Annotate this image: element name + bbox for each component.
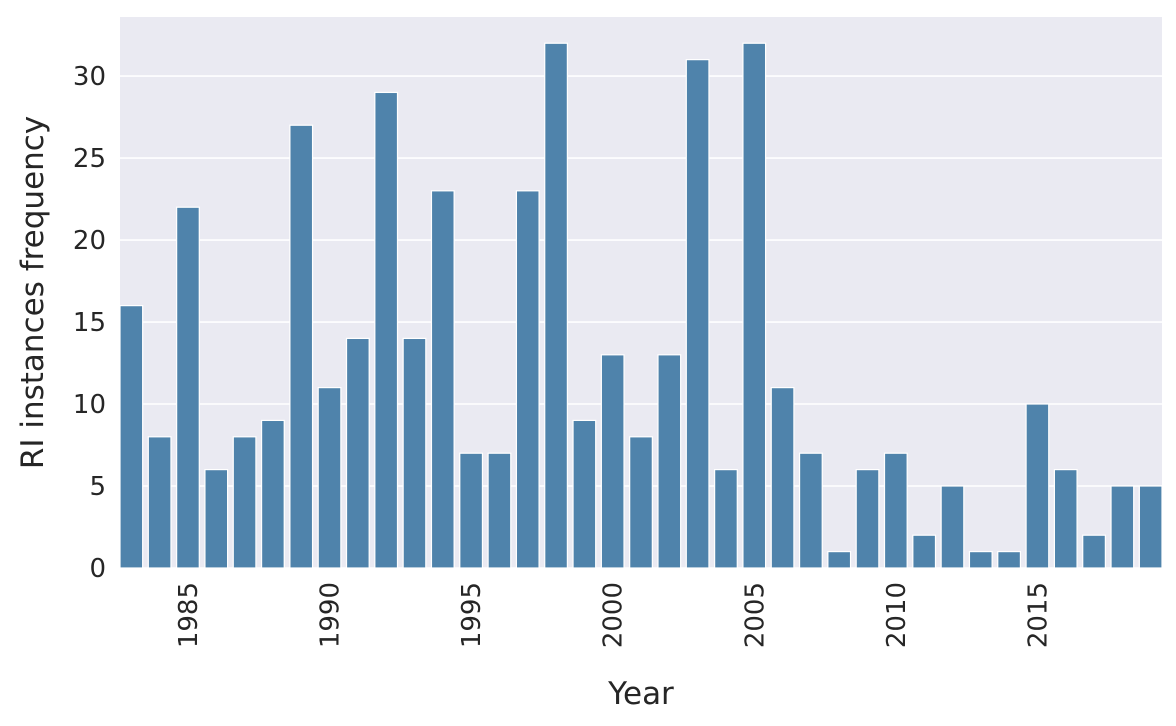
bars bbox=[119, 42, 1163, 569]
bar-1989 bbox=[289, 124, 314, 569]
bar-2000 bbox=[600, 354, 625, 569]
x-tick-label: 2015 bbox=[1023, 582, 1053, 648]
bar-1991 bbox=[345, 337, 370, 569]
bar-1992 bbox=[374, 91, 399, 569]
bar-2018 bbox=[1110, 485, 1135, 569]
bar-2012 bbox=[940, 485, 965, 569]
y-axis-ticks: 0 5 10 15 20 25 30 bbox=[73, 62, 106, 584]
bar-2011 bbox=[912, 534, 937, 569]
bar-1998 bbox=[544, 42, 568, 569]
bar-2004 bbox=[714, 469, 738, 569]
y-tick-label: 30 bbox=[73, 62, 106, 92]
x-tick-label: 1985 bbox=[174, 582, 204, 648]
bar-2009 bbox=[855, 469, 880, 569]
y-tick-label: 25 bbox=[73, 144, 106, 174]
bar-2019 bbox=[1138, 485, 1163, 569]
x-axis-ticks: 1985 1990 1995 2000 2005 2010 2015 bbox=[174, 582, 1053, 648]
bar-1983 bbox=[119, 305, 144, 569]
bar-1996 bbox=[487, 452, 512, 569]
bar-1994 bbox=[430, 190, 455, 569]
bar-2006 bbox=[770, 387, 795, 569]
bar-2015 bbox=[1025, 403, 1050, 569]
bar-1993 bbox=[402, 337, 427, 569]
x-axis-title: Year bbox=[607, 676, 674, 712]
bar-1990 bbox=[317, 387, 342, 569]
y-tick-label: 15 bbox=[73, 308, 106, 338]
bar-2013 bbox=[968, 551, 993, 569]
bar-1985 bbox=[176, 206, 200, 569]
bar-2007 bbox=[798, 452, 823, 569]
bar-1987 bbox=[232, 436, 257, 569]
bar-1999 bbox=[572, 419, 597, 569]
bar-1997 bbox=[515, 190, 540, 569]
bar-1984 bbox=[147, 436, 172, 569]
x-tick-label: 2005 bbox=[740, 582, 770, 648]
bar-2017 bbox=[1082, 534, 1106, 569]
y-tick-label: 0 bbox=[89, 554, 106, 584]
x-tick-label: 2000 bbox=[599, 582, 629, 648]
bar-1995 bbox=[459, 452, 484, 569]
bar-2016 bbox=[1053, 469, 1078, 569]
y-tick-label: 5 bbox=[89, 472, 106, 502]
y-tick-label: 10 bbox=[73, 390, 106, 420]
y-axis-title: RI instances frequency bbox=[15, 116, 51, 469]
bar-2014 bbox=[997, 551, 1022, 569]
x-tick-label: 2010 bbox=[882, 582, 912, 648]
bar-1988 bbox=[260, 419, 285, 569]
bar-2003 bbox=[685, 59, 710, 569]
bar-2001 bbox=[629, 436, 653, 569]
bar-2002 bbox=[657, 354, 682, 569]
y-tick-label: 20 bbox=[73, 226, 106, 256]
x-tick-label: 1995 bbox=[457, 582, 487, 648]
bar-2005 bbox=[742, 42, 767, 569]
x-tick-label: 1990 bbox=[316, 582, 346, 648]
bar-2010 bbox=[883, 452, 908, 569]
bar-2008 bbox=[827, 551, 852, 569]
bar-1986 bbox=[204, 469, 229, 569]
